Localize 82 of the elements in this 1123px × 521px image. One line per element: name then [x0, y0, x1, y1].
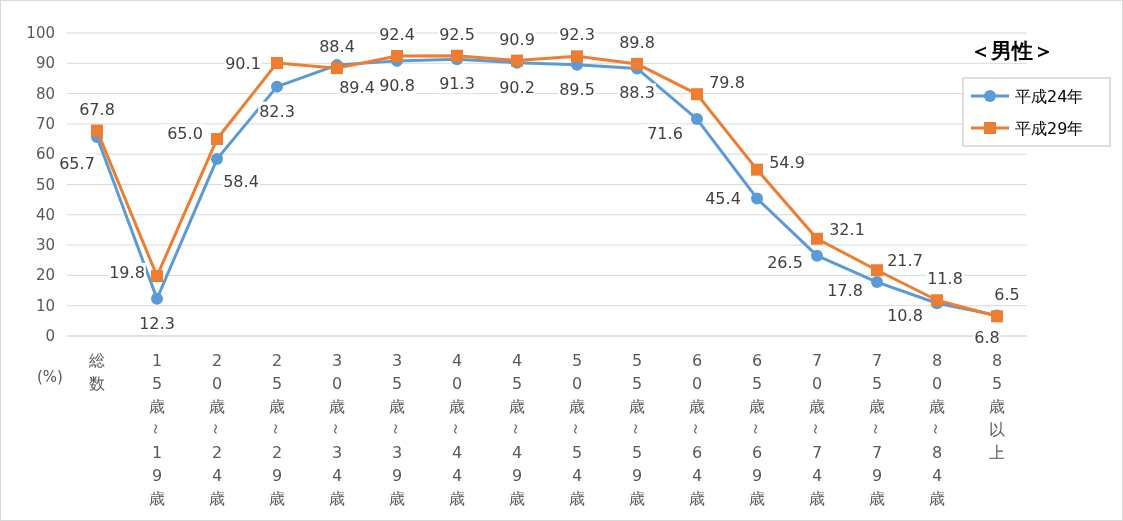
xtick: 20歳～24歳 — [207, 351, 226, 508]
data-label: 88.4 — [319, 37, 355, 57]
point — [691, 113, 703, 126]
legend-label: 平成24年 — [1015, 87, 1084, 106]
data-label: 21.7 — [887, 251, 923, 271]
data-label: 65.0 — [167, 124, 203, 144]
data-label: 88.3 — [619, 83, 655, 103]
data-label: 92.5 — [439, 24, 475, 44]
data-label: 12.3 — [139, 313, 175, 333]
y-tick-label: 40 — [35, 205, 55, 224]
data-label: 11.8 — [927, 269, 963, 289]
data-label: 26.5 — [767, 252, 803, 272]
point — [871, 264, 883, 277]
point — [811, 249, 823, 262]
xtick: 25歳～29歳 — [267, 351, 286, 508]
point — [751, 192, 763, 205]
xtick: 80歳～84歳 — [927, 351, 946, 508]
xtick: 60歳～64歳 — [687, 351, 706, 508]
data-label: 58.4 — [223, 172, 259, 192]
data-label: 92.3 — [559, 25, 595, 45]
point — [151, 292, 163, 305]
point — [871, 276, 883, 289]
data-label: 54.9 — [769, 152, 805, 172]
data-label: 71.6 — [647, 124, 683, 144]
data-label: 92.4 — [379, 25, 415, 45]
data-label: 17.8 — [827, 281, 863, 301]
data-label: 6.5 — [994, 285, 1020, 305]
data-label: 79.8 — [709, 73, 745, 93]
point — [691, 88, 703, 101]
y-tick-label: 10 — [35, 296, 55, 315]
data-label: 89.8 — [619, 32, 655, 52]
chart-title: ＜男性＞ — [970, 39, 1054, 63]
xtick: 35歳～39歳 — [387, 351, 406, 508]
xtick: 40歳～44歳 — [447, 351, 466, 508]
y-tick-label: 100 — [26, 24, 55, 42]
xtick: 70歳～74歳 — [807, 351, 826, 508]
xtick: 45歳～49歳 — [507, 351, 526, 508]
xtick: 65歳～69歳 — [747, 351, 766, 508]
point — [631, 57, 643, 70]
data-label: 6.8 — [974, 328, 1000, 348]
point — [91, 124, 103, 137]
y-tick-label: 50 — [35, 175, 55, 194]
xtick: 75歳～79歳 — [867, 351, 886, 508]
xtick: 55歳～59歳 — [627, 351, 646, 508]
data-label: 10.8 — [887, 306, 923, 326]
data-label: 89.4 — [339, 78, 375, 98]
xtick: 30歳～34歳 — [327, 351, 346, 508]
data-label: 91.3 — [439, 74, 475, 94]
y-tick-label: 80 — [35, 84, 55, 103]
point — [211, 133, 223, 146]
data-label: 90.2 — [499, 77, 535, 97]
point — [271, 80, 283, 93]
legend-label: 平成29年 — [1015, 119, 1084, 138]
y-tick-label: 70 — [35, 114, 55, 133]
data-label: 82.3 — [259, 101, 295, 121]
data-label: 45.4 — [705, 189, 741, 209]
data-label: 65.7 — [59, 153, 95, 173]
xtick: 15歳～19歳 — [147, 351, 166, 508]
point — [391, 50, 403, 63]
point — [571, 50, 583, 63]
point — [151, 270, 163, 283]
data-label: 90.1 — [225, 54, 261, 73]
xtick: 50歳～54歳 — [567, 351, 586, 508]
point — [211, 153, 223, 166]
y-tick-label: 0 — [45, 327, 55, 345]
data-label: 19.8 — [109, 263, 145, 283]
y-tick-label: 30 — [35, 236, 55, 255]
point — [751, 163, 763, 176]
data-label: 32.1 — [829, 219, 865, 239]
data-label: 89.5 — [559, 79, 595, 99]
data-label: 90.9 — [499, 29, 535, 49]
data-label: 90.8 — [379, 75, 415, 95]
y-axis-title: (%) — [37, 368, 63, 386]
y-tick-label: 20 — [35, 266, 55, 285]
y-tick-label: 60 — [35, 145, 55, 164]
y-tick-label: 90 — [35, 54, 55, 73]
point — [811, 232, 823, 245]
data-label: 67.8 — [79, 99, 115, 119]
point — [451, 49, 463, 62]
point — [271, 57, 283, 69]
xtick: 総数 — [89, 351, 105, 393]
xtick: 85歳以上 — [989, 351, 1005, 462]
